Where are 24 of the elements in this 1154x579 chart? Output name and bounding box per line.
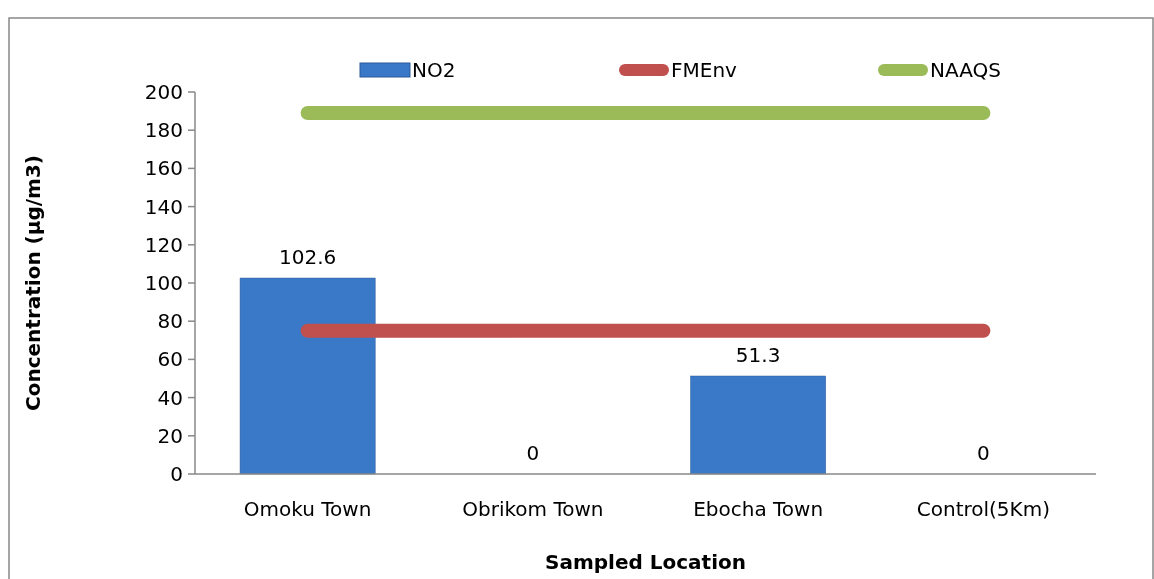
y-tick-label: 140 <box>144 194 183 219</box>
x-tick-label: Obrikom Town <box>462 497 604 521</box>
x-tick-label: Ebocha Town <box>693 497 824 521</box>
legend-label: NAAQS <box>930 58 1001 82</box>
y-tick-label: 80 <box>157 309 183 334</box>
x-tick-label: Control(5Km) <box>916 497 1050 521</box>
y-tick-label: 120 <box>144 232 183 257</box>
y-tick-label: 160 <box>144 156 183 181</box>
legend-label: NO2 <box>412 58 456 82</box>
data-label: 0 <box>977 441 990 465</box>
data-label: 51.3 <box>735 343 781 368</box>
y-tick-label: 200 <box>144 80 183 104</box>
y-tick-label: 180 <box>144 118 183 143</box>
x-tick-label: Omoku Town <box>243 497 372 521</box>
y-tick-label: 0 <box>170 462 183 486</box>
legend-label: FMEnv <box>671 58 738 82</box>
data-label: 0 <box>526 441 540 465</box>
data-label: 102.6 <box>278 245 337 270</box>
y-axis-title: Concentration (µg/m3) <box>21 155 45 411</box>
y-tick-label: 40 <box>157 385 183 410</box>
x-axis-title: Sampled Location <box>545 550 746 574</box>
y-tick-label: 20 <box>157 423 183 448</box>
y-tick-label: 60 <box>157 347 183 372</box>
y-tick-label: 100 <box>144 271 183 295</box>
